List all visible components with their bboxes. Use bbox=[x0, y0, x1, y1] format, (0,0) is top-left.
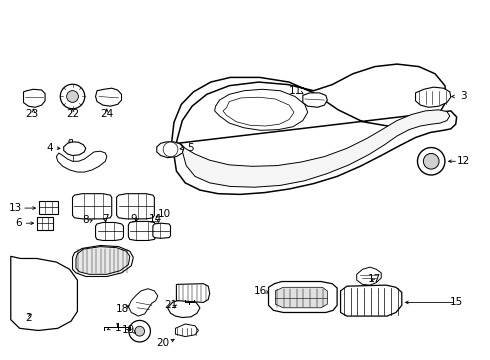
Polygon shape bbox=[341, 285, 402, 316]
Polygon shape bbox=[176, 284, 210, 302]
Text: 16: 16 bbox=[254, 286, 268, 296]
Polygon shape bbox=[128, 289, 158, 316]
Text: 3: 3 bbox=[460, 91, 466, 102]
Text: 7: 7 bbox=[102, 214, 109, 224]
Text: 24: 24 bbox=[100, 109, 114, 120]
Polygon shape bbox=[56, 151, 107, 172]
Text: 13: 13 bbox=[9, 203, 23, 213]
Text: 6: 6 bbox=[15, 218, 22, 228]
Text: 11: 11 bbox=[288, 86, 302, 96]
Text: 21: 21 bbox=[164, 300, 177, 310]
Polygon shape bbox=[168, 300, 200, 318]
Circle shape bbox=[60, 84, 85, 109]
Text: 8: 8 bbox=[82, 215, 89, 225]
Text: 9: 9 bbox=[130, 214, 137, 224]
Text: 17: 17 bbox=[368, 274, 382, 284]
Circle shape bbox=[423, 153, 439, 169]
Text: 18: 18 bbox=[116, 304, 129, 314]
Text: 2: 2 bbox=[25, 312, 32, 323]
Circle shape bbox=[67, 91, 78, 102]
Polygon shape bbox=[76, 247, 130, 274]
Text: 12: 12 bbox=[456, 156, 470, 166]
Polygon shape bbox=[96, 88, 122, 106]
Circle shape bbox=[163, 142, 178, 157]
Circle shape bbox=[129, 320, 150, 342]
Polygon shape bbox=[128, 221, 156, 240]
Polygon shape bbox=[73, 246, 133, 276]
Text: 20: 20 bbox=[156, 338, 169, 348]
Polygon shape bbox=[416, 87, 451, 107]
Polygon shape bbox=[269, 282, 337, 312]
Text: 22: 22 bbox=[66, 109, 79, 120]
Polygon shape bbox=[223, 97, 294, 126]
Text: 10: 10 bbox=[158, 209, 171, 219]
Circle shape bbox=[417, 148, 445, 175]
Polygon shape bbox=[215, 89, 308, 130]
Text: 5: 5 bbox=[187, 143, 194, 153]
Polygon shape bbox=[172, 64, 457, 194]
Text: 1: 1 bbox=[115, 323, 122, 333]
Polygon shape bbox=[117, 194, 154, 219]
Polygon shape bbox=[180, 110, 450, 187]
Text: 14: 14 bbox=[149, 214, 163, 224]
Polygon shape bbox=[69, 140, 73, 142]
Polygon shape bbox=[153, 223, 171, 238]
Polygon shape bbox=[73, 194, 112, 219]
Polygon shape bbox=[157, 142, 184, 158]
Text: 23: 23 bbox=[25, 109, 39, 120]
Polygon shape bbox=[96, 222, 123, 240]
Polygon shape bbox=[175, 324, 198, 337]
Polygon shape bbox=[357, 267, 381, 285]
Polygon shape bbox=[64, 142, 86, 156]
Polygon shape bbox=[39, 201, 58, 214]
Text: 19: 19 bbox=[122, 325, 135, 336]
Polygon shape bbox=[37, 217, 53, 230]
Text: 4: 4 bbox=[47, 143, 53, 153]
Circle shape bbox=[135, 326, 145, 336]
Polygon shape bbox=[24, 89, 45, 107]
Polygon shape bbox=[275, 287, 327, 308]
Text: 15: 15 bbox=[450, 297, 464, 307]
Polygon shape bbox=[11, 256, 77, 330]
Polygon shape bbox=[303, 93, 327, 107]
